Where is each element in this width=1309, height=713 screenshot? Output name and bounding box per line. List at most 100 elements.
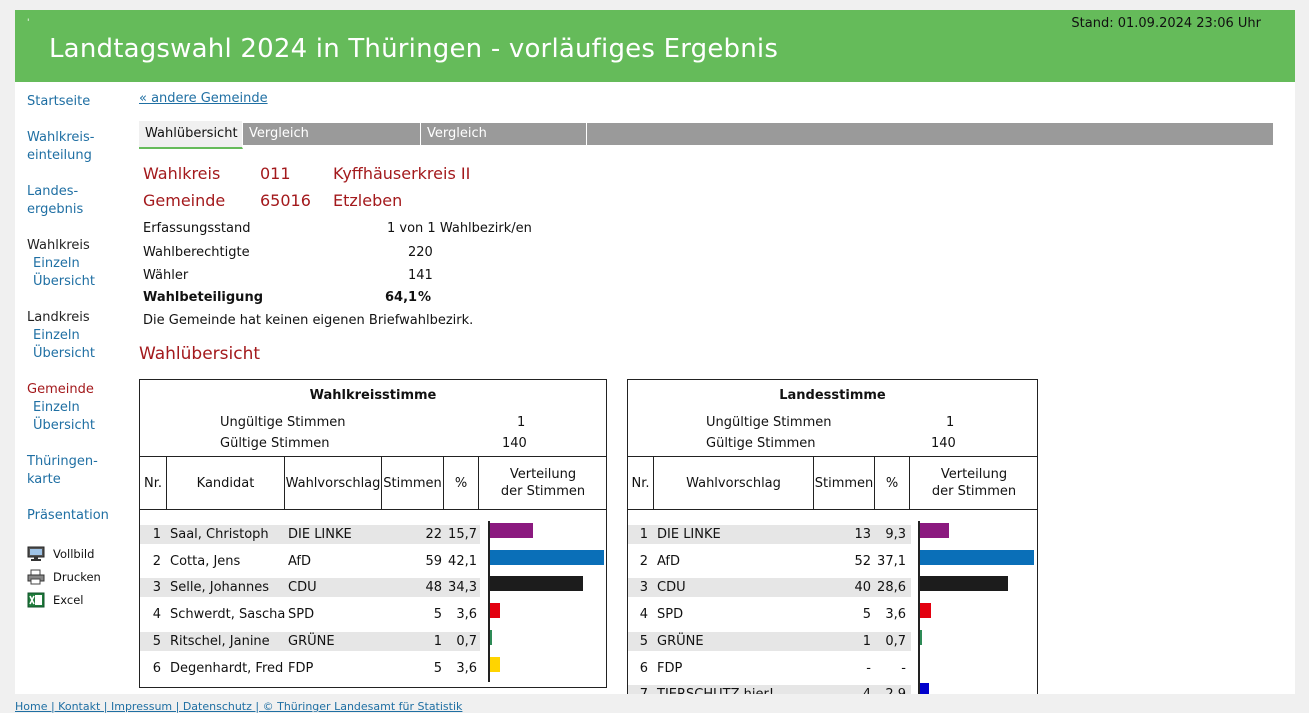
wks-cell-vorschlag: CDU: [288, 580, 317, 596]
wahlkreis-number: 011: [260, 164, 291, 183]
wks-cell-nr: 6: [152, 660, 161, 676]
ls-header-wahlvorschlag: Wahlvorschlag: [654, 457, 814, 509]
tool-drucken-label: Drucken: [53, 569, 101, 584]
wks-cell-pct: 3,6: [456, 607, 477, 623]
tab-bar: Wahlübersicht Vergleich Wahlkreisstimme …: [139, 121, 1273, 163]
wks-bar-axis: [488, 627, 490, 655]
ls-cell-stimmen: 52: [854, 553, 871, 569]
nav-landesergebnis-line2: ergebnis: [27, 202, 84, 217]
nav-gemeinde-heading: Gemeinde: [27, 382, 94, 397]
ls-header-verteilung: Verteilung der Stimmen: [910, 457, 1037, 509]
ls-cell-vorschlag: TIERSCHUTZ hier!: [657, 685, 774, 694]
andere-gemeinde-link[interactable]: « andere Gemeinde: [139, 91, 268, 106]
wahlkreisstimme-title: Wahlkreisstimme: [309, 388, 437, 403]
ls-cell-nr: 3: [639, 580, 648, 596]
wks-cell-nr: 3: [152, 580, 161, 596]
nav-startseite[interactable]: Startseite: [27, 94, 91, 109]
wks-header-pct: %: [444, 457, 479, 509]
nav-landkreis-uebersicht[interactable]: Übersicht: [33, 346, 95, 361]
wks-ungueltig-label: Ungültige Stimmen: [220, 415, 346, 430]
nav-wahlkreis-einzeln[interactable]: Einzeln: [33, 256, 80, 271]
wks-cell-nr: 1: [152, 527, 161, 542]
nav-gemeinde-uebersicht[interactable]: Übersicht: [33, 418, 95, 433]
ls-bar: [920, 576, 1008, 592]
wks-cell-pct: 3,6: [456, 660, 477, 676]
gemeinde-label: Gemeinde: [143, 191, 226, 210]
wahlkreisstimme-table: Wahlkreisstimme Ungültige Stimmen 1 Gült…: [139, 379, 607, 688]
wahlbeteiligung-value: 64,1: [385, 290, 418, 305]
wks-cell-stimmen: 59: [425, 553, 442, 569]
ls-cell-vorschlag: GRÜNE: [657, 633, 704, 649]
nav-karte-line1: Thüringen-: [27, 454, 98, 469]
nav-landesergebnis[interactable]: Landes-ergebnis: [27, 183, 83, 219]
excel-icon: [27, 592, 45, 608]
wks-bar-axis: [488, 601, 490, 629]
wks-header-nr: Nr.: [140, 457, 167, 509]
wahlkreis-label: Wahlkreis: [143, 164, 221, 183]
ls-row: 5 GRÜNE 1 0,7: [628, 631, 911, 651]
ls-header-nr: Nr.: [628, 457, 654, 509]
ls-cell-pct: 28,6: [877, 580, 906, 596]
gemeinde-name: Etzleben: [333, 191, 403, 210]
erfassungsstand-label: Erfassungsstand: [143, 221, 251, 236]
wks-bar: [490, 629, 492, 645]
tab-vergleich-landesstimme[interactable]: Vergleich Landesstimme: [421, 123, 587, 163]
ls-cell-nr: 6: [639, 660, 648, 676]
wahlberechtigte-row: Wahlberechtigte 220: [143, 245, 433, 260]
wahlkreis-line: Wahlkreis 011 Kyffhäuserkreis II: [143, 164, 470, 183]
nav-wahlkreiseinteilung[interactable]: Wahlkreis-einteilung: [27, 129, 95, 165]
wks-ungueltig-value: 1: [517, 415, 526, 430]
nav-wahlkreis-uebersicht[interactable]: Übersicht: [33, 274, 95, 289]
tool-vollbild[interactable]: Vollbild: [27, 542, 101, 565]
waehler-row: Wähler 141: [143, 268, 433, 283]
tab-vergleich-wahlkreisstimme[interactable]: Vergleich Wahlkreisstimme: [243, 123, 421, 163]
ls-bar: [920, 549, 1034, 565]
ls-cell-pct: 37,1: [877, 553, 906, 569]
ls-header-verteilung-2: der Stimmen: [931, 484, 1017, 499]
ls-cell-nr: 2: [639, 553, 648, 569]
wks-bar-axis: [488, 574, 490, 602]
wks-cell-vorschlag: SPD: [288, 607, 315, 623]
nav-landkreis-einzeln[interactable]: Einzeln: [33, 328, 80, 343]
nav-gemeinde-einzeln[interactable]: Einzeln: [33, 400, 80, 415]
wks-gueltig-label: Gültige Stimmen: [220, 436, 330, 451]
ls-cell-pct: -: [901, 660, 906, 676]
wks-row: 2 Cotta, Jens AfD 59 42,1: [140, 552, 480, 571]
tab-wahluebersicht[interactable]: Wahlübersicht: [139, 121, 243, 149]
page-title: Landtagswahl 2024 in Thüringen - vorläuf…: [49, 34, 779, 64]
wks-bar: [490, 549, 604, 565]
wks-bar-axis: [488, 547, 490, 575]
ls-ungueltig-label: Ungültige Stimmen: [706, 415, 832, 430]
tool-excel[interactable]: Excel: [27, 588, 101, 611]
waehler-value: 141: [408, 268, 433, 283]
ls-cell-vorschlag: AfD: [657, 553, 681, 569]
ls-ungueltig-value: 1: [946, 415, 955, 430]
wks-header-wahlvorschlag: Wahlvorschlag: [285, 457, 382, 509]
wks-cell-stimmen: 5: [433, 660, 442, 676]
nav-praesentation[interactable]: Präsentation: [27, 508, 109, 523]
wks-bar: [490, 603, 500, 619]
wks-cell-pct: 15,7: [448, 527, 477, 542]
ls-bar-axis: [918, 601, 920, 629]
wks-bar-axis: [488, 654, 490, 682]
ls-cell-vorschlag: FDP: [657, 660, 683, 676]
wks-cell-kandidat: Cotta, Jens: [170, 553, 241, 569]
wks-header-verteilung: Verteilung der Stimmen: [479, 457, 606, 509]
nav-wahlkreiseinteilung-line1: Wahlkreis-: [27, 130, 95, 145]
ls-bar: [920, 603, 932, 619]
wks-row: 4 Schwerdt, Sascha SPD 5 3,6: [140, 605, 480, 624]
wks-cell-stimmen: 22: [425, 527, 442, 542]
nav-wahlkreiseinteilung-line2: einteilung: [27, 148, 92, 163]
nav-landesergebnis-line1: Landes-: [27, 184, 79, 199]
tool-drucken[interactable]: Drucken: [27, 565, 101, 588]
ls-bar-axis: [918, 627, 920, 655]
nav-thueringenkarte[interactable]: Thüringen-karte: [27, 453, 98, 489]
ls-cell-pct: 0,7: [885, 633, 906, 649]
ls-bar-axis: [918, 654, 920, 682]
footer-links[interactable]: Home | Kontakt | Impressum | Datenschutz…: [15, 700, 463, 713]
wks-header-verteilung-2: der Stimmen: [500, 484, 586, 499]
ls-cell-stimmen: 4: [863, 685, 871, 694]
tool-vollbild-label: Vollbild: [53, 546, 95, 561]
header-tick: ': [27, 18, 30, 28]
ls-row: 1 DIE LINKE 13 9,3: [628, 525, 911, 544]
